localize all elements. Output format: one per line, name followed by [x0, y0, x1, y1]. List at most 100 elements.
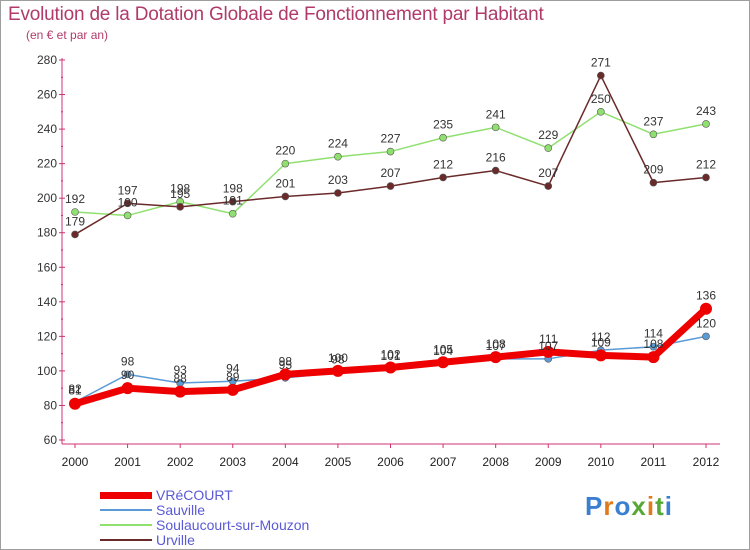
data-label-soulaucourt: 224 [328, 137, 348, 151]
y-tick-label: 60 [44, 433, 58, 447]
y-tick-label: 140 [37, 295, 57, 309]
point-urville [386, 182, 395, 190]
y-tick-label: 240 [37, 122, 57, 136]
logo-letter: x [631, 491, 647, 521]
data-label-soulaucourt: 227 [380, 132, 400, 146]
data-label-vrecourt: 88 [173, 372, 187, 386]
point-sauville [123, 370, 132, 379]
data-label-urville: 209 [643, 163, 663, 177]
point-soulaucourt [281, 159, 290, 168]
logo-letter: t [655, 491, 665, 521]
point-soulaucourt [597, 108, 605, 116]
legend-item-vrecourt[interactable]: VRéCOURT [100, 487, 233, 503]
data-label-urville: 197 [118, 183, 138, 197]
point-soulaucourt [544, 144, 553, 152]
logo-letter: o [614, 491, 632, 521]
x-tick-label: 2000 [62, 455, 89, 469]
x-tick-label: 2007 [430, 455, 457, 469]
data-label-urville: 201 [275, 176, 295, 190]
data-label-vrecourt: 108 [643, 337, 663, 351]
data-label-sauville: 107 [486, 339, 506, 353]
data-label-vrecourt: 102 [380, 347, 400, 361]
point-vrecourt [489, 351, 502, 364]
point-soulaucourt [702, 120, 710, 128]
data-label-urville: 198 [223, 182, 243, 196]
x-tick-label: 2005 [325, 455, 352, 469]
legend-item-soulaucourt[interactable]: Soulaucourt-sur-Mouzon [100, 517, 309, 533]
point-urville [649, 178, 658, 187]
y-tick-label: 180 [37, 226, 57, 240]
x-tick-label: 2008 [482, 455, 509, 469]
data-label-vrecourt: 81 [68, 384, 82, 398]
x-tick-label: 2012 [693, 455, 720, 469]
point-urville [228, 197, 237, 206]
x-tick-label: 2001 [114, 455, 141, 469]
legend-item-sauville[interactable]: Sauville [100, 502, 205, 518]
point-vrecourt [700, 302, 712, 315]
x-tick-label: 2006 [377, 455, 404, 469]
point-vrecourt [174, 385, 187, 398]
y-tick-label: 280 [37, 53, 57, 67]
y-tick-label: 120 [37, 329, 57, 343]
proxiti-logo: Proxiti [585, 491, 673, 522]
point-vrecourt [69, 397, 81, 410]
data-label-soulaucourt: 235 [433, 118, 453, 132]
point-urville [491, 166, 500, 175]
data-label-urville: 207 [538, 166, 558, 180]
data-label-sauville: 98 [121, 354, 135, 368]
legend-label-soulaucourt: Soulaucourt-sur-Mouzon [156, 517, 310, 533]
point-vrecourt [384, 361, 397, 374]
point-urville [439, 173, 447, 182]
data-label-vrecourt: 105 [433, 342, 453, 356]
data-label-sauville: 101 [380, 349, 400, 363]
point-vrecourt [331, 364, 344, 377]
data-label-vrecourt: 108 [486, 337, 506, 351]
x-tick-label: 2010 [587, 455, 614, 469]
logo-letter: i [664, 491, 673, 521]
point-sauville [649, 342, 658, 351]
point-vrecourt [437, 356, 450, 369]
data-label-sauville: 82 [68, 382, 82, 396]
point-soulaucourt [439, 133, 447, 142]
data-label-urville: 212 [696, 157, 716, 171]
point-vrecourt [226, 383, 239, 396]
legend-label-urville: Urville [156, 532, 195, 548]
legend-swatch-soulaucourt [100, 524, 152, 526]
y-tick-label: 160 [37, 260, 57, 274]
data-label-vrecourt: 100 [328, 351, 348, 365]
y-tick-label: 80 [44, 398, 58, 412]
legend-swatch-sauville [100, 509, 152, 511]
point-soulaucourt [123, 211, 132, 220]
legend-item-urville[interactable]: Urville [100, 532, 195, 548]
data-label-urville: 271 [591, 56, 611, 70]
data-label-soulaucourt: 241 [486, 107, 506, 121]
data-label-soulaucourt: 229 [538, 128, 558, 142]
logo-letter: r [603, 491, 615, 521]
point-urville [176, 203, 184, 211]
data-label-vrecourt: 136 [696, 289, 716, 303]
data-label-sauville: 114 [644, 327, 663, 341]
data-label-soulaucourt: 243 [696, 104, 716, 118]
data-label-urville: 179 [65, 214, 85, 228]
data-label-sauville: 94 [226, 361, 240, 375]
legend-label-sauville: Sauville [156, 502, 206, 518]
y-tick-label: 200 [37, 191, 57, 205]
point-vrecourt [594, 349, 607, 362]
legend-label-vrecourt: VRéCOURT [156, 487, 233, 503]
data-label-vrecourt: 98 [279, 354, 293, 368]
point-sauville [702, 332, 710, 341]
x-tick-label: 2009 [535, 455, 562, 469]
data-label-sauville: 120 [696, 316, 716, 330]
data-label-urville: 195 [170, 187, 190, 201]
point-vrecourt [121, 382, 134, 395]
chart-title: Evolution de la Dotation Globale de Fonc… [8, 4, 544, 25]
data-label-sauville: 98 [331, 353, 345, 367]
data-label-sauville: 112 [591, 330, 610, 344]
point-urville [544, 182, 553, 190]
point-vrecourt [647, 351, 660, 364]
data-label-soulaucourt: 191 [223, 194, 243, 208]
y-tick-label: 100 [37, 364, 57, 378]
data-label-soulaucourt: 192 [65, 192, 85, 206]
